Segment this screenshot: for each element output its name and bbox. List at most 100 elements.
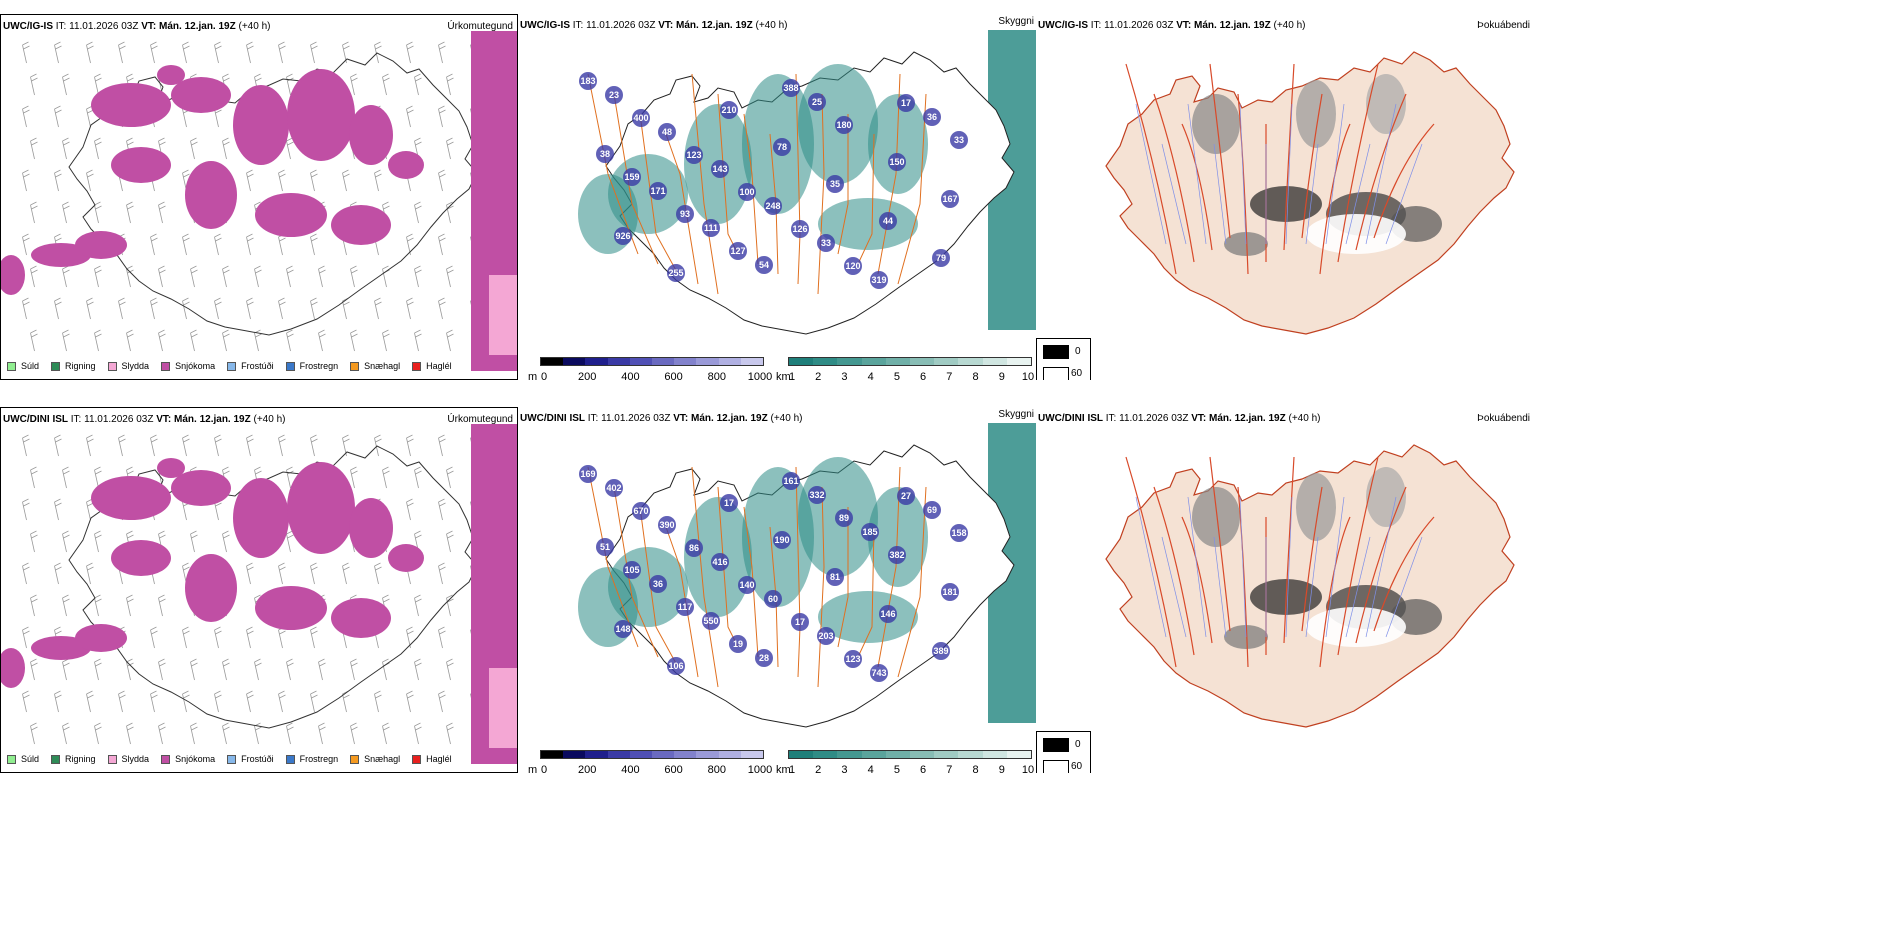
ceiling-label: 36: [927, 112, 937, 122]
low-ceiling-area: [755, 256, 773, 274]
wind-barb: [406, 297, 414, 320]
wind-barb: [414, 466, 422, 489]
low-ceiling-area: [773, 531, 791, 549]
wind-barb: [54, 690, 62, 713]
ceiling-label: 33: [954, 135, 964, 145]
low-visibility-area: [818, 198, 918, 250]
wind-barb: [22, 297, 30, 320]
road-line: [665, 133, 699, 285]
wind-barb: [94, 658, 102, 681]
wind-barb: [446, 722, 454, 745]
legend-label: Rigning: [65, 754, 96, 764]
wind-barb: [350, 658, 358, 681]
wind-barb: [30, 722, 38, 745]
road-line: [837, 114, 849, 255]
ceiling-label: 123: [845, 654, 860, 664]
ceiling-colorbar-unit: m: [528, 764, 538, 773]
legend-label: Haglél: [426, 361, 452, 371]
colorbar-swatch: [789, 358, 814, 365]
wind-barb: [286, 137, 294, 160]
low-ceiling-area: [808, 486, 826, 504]
visibility-colorbar-unit: km: [776, 371, 791, 380]
low-ceiling-area: [888, 153, 906, 171]
wind-barb: [22, 41, 30, 64]
low-ceiling-area: [844, 650, 862, 668]
wind-barb: [374, 297, 382, 320]
wind-barb: [190, 265, 198, 288]
legend-swatch: [412, 361, 422, 371]
wind-barb: [438, 434, 446, 457]
snowfall-area: [171, 77, 231, 113]
river-line: [1239, 103, 1247, 245]
legend-item: Súld: [7, 361, 39, 371]
road-line: [1373, 516, 1435, 632]
wind-barb: [446, 594, 454, 617]
legend-item: Rigning: [51, 361, 96, 371]
colorbar-swatch: [740, 358, 764, 365]
panel-title: Þokuábendi: [1477, 20, 1530, 31]
wind-barb: [438, 690, 446, 713]
ceiling-visibility-map: 183 400 123 100 126 120 17 33 159 93 127 388 180 150 1…: [578, 30, 1036, 335]
low-ceiling-area: [826, 568, 844, 586]
wind-barb: [286, 265, 294, 288]
river-line: [1161, 143, 1187, 245]
ceiling-label: 255: [668, 268, 683, 278]
road-line: [1153, 486, 1195, 656]
ceiling-label: 743: [871, 668, 886, 678]
wind-barb: [182, 434, 190, 457]
visibility-colorbar-tick: 7: [946, 764, 953, 773]
wind-barb: [278, 626, 286, 649]
ceiling-label: 180: [836, 120, 851, 130]
wind-barb: [214, 233, 222, 256]
visibility-colorbar-tick: 6: [920, 371, 927, 380]
colorbar-swatch: [674, 751, 697, 758]
wind-barb: [374, 562, 382, 585]
fog-indicator-area: [1192, 487, 1240, 547]
wind-barb: [30, 265, 38, 288]
fog-key-white: [1043, 760, 1069, 773]
wind-barb: [86, 434, 94, 457]
wind-barb: [222, 329, 230, 352]
road-line: [639, 506, 679, 668]
fog-indicator-area: [1296, 473, 1336, 541]
fog-indicator-area: [1192, 94, 1240, 154]
ceiling-label: 389: [933, 646, 948, 656]
wind-barb: [222, 530, 230, 553]
visibility-colorbar: km 1 2 3 4 5 6 7 8 9 10: [776, 357, 1034, 380]
low-ceiling-area: [897, 94, 915, 112]
ceiling-label: 159: [624, 172, 639, 182]
wind-barb: [310, 626, 318, 649]
wind-barb: [254, 658, 262, 681]
wind-barb: [62, 530, 70, 553]
wind-barb: [62, 658, 70, 681]
wind-barb: [62, 594, 70, 617]
colorbar-swatch: [861, 358, 886, 365]
wind-barb: [22, 169, 30, 192]
ceiling-label: 36: [653, 579, 663, 589]
wind-barb: [278, 297, 286, 320]
wind-barb: [438, 41, 446, 64]
ceiling-label: 38: [600, 149, 610, 159]
river-line: [1385, 536, 1423, 638]
visibility-colorbar-tick: 2: [815, 371, 822, 380]
ceiling-label: 169: [580, 469, 595, 479]
wind-barb: [214, 41, 222, 64]
low-ceiling-area: [676, 598, 694, 616]
fog-map: [1105, 444, 1515, 728]
low-ceiling-area: [614, 227, 632, 245]
road-line: [1337, 456, 1379, 656]
fog-key-white: [1043, 367, 1069, 380]
wind-barb: [382, 722, 390, 745]
road-line: [1209, 63, 1231, 239]
wind-barb: [318, 329, 326, 352]
ceiling-colorbar-tick: 1000: [747, 764, 773, 773]
road-line: [1337, 63, 1379, 263]
colorbar-swatch: [837, 751, 862, 758]
wind-barb: [94, 329, 102, 352]
wind-barb: [286, 329, 294, 352]
wind-barb: [22, 498, 30, 521]
ceiling-colorbar-swatches: [540, 750, 764, 759]
snowfall-area: [31, 636, 91, 660]
wind-barb: [150, 233, 158, 256]
wind-barb: [278, 690, 286, 713]
